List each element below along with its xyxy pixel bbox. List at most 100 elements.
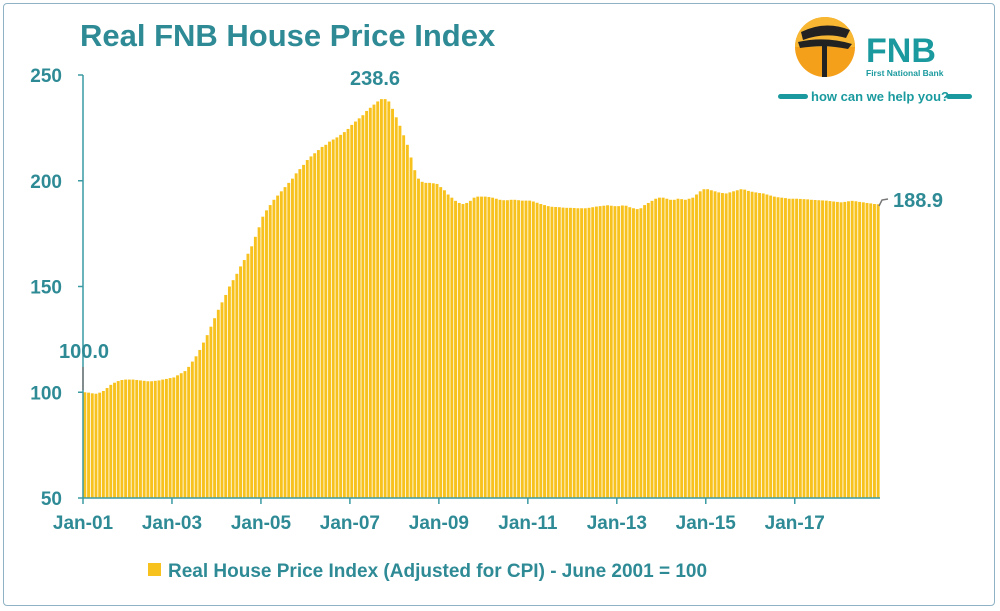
- bar: [502, 200, 506, 498]
- bar: [424, 182, 428, 498]
- bar: [839, 202, 843, 498]
- bar: [683, 199, 687, 499]
- bar: [517, 200, 521, 498]
- legend: Real House Price Index (Adjusted for CPI…: [148, 561, 707, 582]
- bar: [168, 378, 172, 498]
- bar: [379, 99, 383, 499]
- bar: [328, 141, 331, 498]
- bar: [706, 189, 710, 498]
- bar: [531, 201, 535, 499]
- bar: [431, 183, 435, 499]
- bar: [546, 206, 550, 498]
- bar: [250, 246, 254, 498]
- logo-tagline: how can we help you?: [811, 89, 949, 104]
- bar: [342, 132, 346, 499]
- bar: [242, 260, 246, 498]
- bar: [120, 379, 124, 498]
- bar: [183, 371, 187, 498]
- fnb-logo: FNB First National Bank how can we help …: [778, 17, 972, 104]
- bar: [164, 378, 168, 498]
- bar: [665, 198, 669, 499]
- bar: [565, 207, 569, 498]
- x-tick-label: Jan-13: [587, 513, 647, 534]
- bar: [294, 173, 298, 498]
- bar: [194, 356, 198, 498]
- x-tick-label: Jan-15: [676, 513, 737, 534]
- bar: [257, 227, 261, 498]
- bar: [543, 205, 546, 498]
- bar: [213, 318, 217, 498]
- bar: [861, 202, 865, 498]
- bar: [609, 205, 613, 498]
- bar: [161, 379, 165, 498]
- bar: [227, 286, 231, 498]
- bar: [824, 200, 828, 498]
- bar: [202, 342, 205, 498]
- bar: [780, 197, 784, 499]
- bar: [101, 390, 105, 498]
- bar: [402, 135, 406, 498]
- bar: [287, 182, 291, 498]
- bar: [354, 121, 357, 498]
- bar: [776, 197, 780, 498]
- bar: [394, 117, 398, 499]
- bar: [465, 202, 469, 498]
- bar: [461, 204, 465, 498]
- bar: [657, 197, 661, 499]
- bar: [494, 198, 498, 499]
- bar: [809, 199, 813, 499]
- x-tick-label: Jan-11: [498, 513, 558, 534]
- bar: [554, 206, 558, 499]
- bar: [153, 380, 157, 498]
- bar: [231, 280, 235, 498]
- bar: [858, 201, 862, 498]
- bar: [557, 207, 561, 498]
- last-label: 188.9: [893, 190, 943, 212]
- bar: [539, 204, 543, 498]
- bar: [583, 208, 587, 498]
- bar: [413, 170, 417, 498]
- bar: [157, 380, 161, 498]
- bar: [624, 205, 628, 498]
- bar: [127, 379, 131, 498]
- bar: [454, 200, 458, 498]
- bar: [435, 183, 439, 499]
- bar: [131, 379, 135, 498]
- bar: [821, 200, 824, 499]
- bar: [876, 204, 880, 499]
- bar: [724, 193, 728, 498]
- bar: [709, 190, 713, 498]
- bar: [784, 198, 787, 498]
- bars: [83, 99, 880, 499]
- bar: [405, 144, 409, 499]
- bar: [246, 253, 250, 498]
- bar: [791, 198, 795, 499]
- bar: [598, 206, 602, 498]
- bar: [320, 146, 324, 498]
- bar: [587, 207, 591, 498]
- bar: [357, 118, 361, 499]
- bar: [198, 349, 202, 498]
- bar: [309, 156, 313, 498]
- bar: [802, 199, 806, 498]
- bar: [383, 99, 387, 499]
- bar: [346, 128, 350, 498]
- bar: [428, 182, 432, 498]
- bar: [635, 209, 639, 498]
- bar: [124, 379, 128, 498]
- bar: [872, 204, 876, 498]
- bar: [613, 206, 617, 498]
- bar: [676, 198, 680, 499]
- bar: [750, 191, 754, 498]
- x-tick-label: Jan-09: [409, 513, 469, 534]
- bar: [94, 393, 98, 498]
- bar: [105, 388, 109, 498]
- bar: [313, 153, 317, 498]
- bar: [580, 208, 584, 498]
- bar: [832, 201, 836, 499]
- bar: [843, 201, 847, 498]
- bar: [409, 157, 413, 499]
- bar: [687, 198, 691, 499]
- bar: [572, 208, 576, 498]
- bar: [758, 193, 761, 498]
